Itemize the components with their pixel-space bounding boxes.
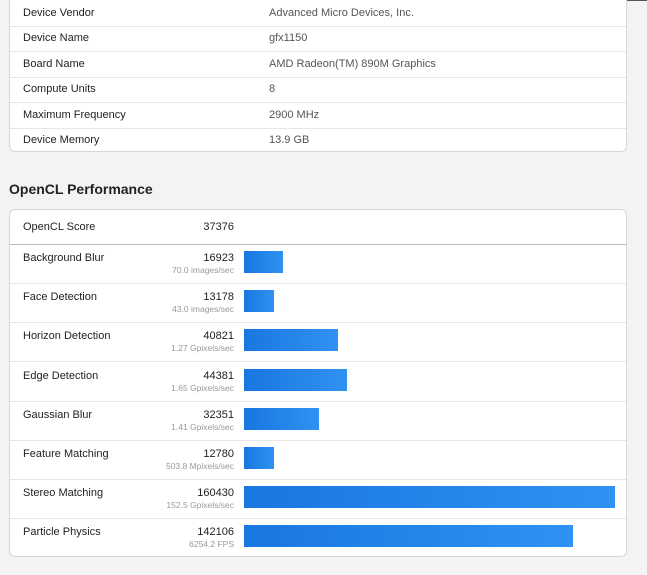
info-label: Compute Units	[23, 83, 96, 96]
info-row: Board Name AMD Radeon(TM) 890M Graphics	[10, 51, 626, 78]
benchmark-rate: 152.5 Gpixels/sec	[166, 500, 234, 511]
device-info-card: Device Vendor Advanced Micro Devices, Inc…	[9, 0, 627, 152]
info-row: Device Name gfx1150	[10, 26, 626, 52]
score-row: OpenCL Score 37376	[10, 210, 626, 245]
benchmark-score: 16923	[203, 252, 234, 264]
info-value: Advanced Micro Devices, Inc.	[269, 6, 414, 19]
info-label: Device Memory	[23, 134, 100, 147]
info-value: 8	[269, 83, 276, 96]
score-bar	[244, 407, 319, 430]
info-row: Device Memory 13.9 GB	[10, 128, 626, 154]
performance-card: OpenCL Score 37376 Background Blur 16923 7…	[9, 209, 627, 557]
score-bar	[244, 329, 339, 352]
benchmark-score: 12780	[203, 448, 234, 460]
benchmark-rate: 503.8 Mpixels/sec	[165, 461, 234, 471]
info-label: Device Name	[23, 32, 90, 45]
benchmark-row: Edge Detection 44381 1.65 Gpixels/sec	[10, 362, 626, 402]
benchmark-score: 44381	[203, 369, 234, 382]
benchmark-score: 13178	[203, 291, 234, 304]
benchmark-score: 40821	[203, 330, 234, 343]
score-bar	[244, 525, 573, 548]
benchmark-name: Horizon Detection	[23, 330, 111, 343]
info-value: gfx1150	[269, 32, 308, 45]
benchmark-name: Stereo Matching	[23, 487, 104, 500]
benchmark-row: Stereo Matching 160430 152.5 Gpixels/sec	[10, 479, 626, 520]
benchmark-name: Background Blur	[23, 252, 105, 264]
info-label: Device Vendor	[23, 6, 95, 19]
score-bar	[244, 368, 347, 391]
benchmark-name: Gaussian Blur	[23, 408, 93, 421]
benchmark-name: Feature Matching	[23, 448, 109, 460]
info-value: 13.9 GB	[269, 134, 310, 147]
benchmark-row: Particle Physics 142106 6254.2 FPS	[10, 518, 626, 557]
info-label: Board Name	[23, 57, 85, 70]
benchmark-score: 32351	[203, 408, 234, 421]
info-row: Maximum Frequency 2900 MHz	[10, 102, 626, 129]
benchmark-rate: 70.0 images/sec	[172, 265, 234, 275]
benchmark-row: Background Blur 16923 70.0 images/sec	[10, 244, 626, 284]
score-bar	[244, 447, 274, 469]
benchmark-name: Particle Physics	[23, 526, 101, 539]
benchmark-row: Feature Matching 12780 503.8 Mpixels/sec	[10, 440, 626, 480]
benchmark-rate: 1.41 Gpixels/sec	[171, 421, 234, 432]
benchmark-name: Face Detection	[23, 291, 97, 304]
score-bar	[244, 251, 284, 273]
info-row: Compute Units 8	[10, 77, 626, 103]
score-label: OpenCL Score	[23, 221, 96, 233]
benchmark-row: Horizon Detection 40821 1.27 Gpixels/sec	[10, 322, 626, 363]
benchmark-name: Edge Detection	[23, 369, 99, 382]
benchmark-score: 142106	[197, 526, 234, 539]
benchmark-score: 160430	[197, 487, 234, 500]
score-bar	[244, 486, 615, 509]
section-title: OpenCL Performance	[9, 181, 153, 197]
info-row: Device Vendor Advanced Micro Devices, Inc…	[10, 0, 626, 27]
score-value: 37376	[203, 221, 234, 233]
benchmark-row: Gaussian Blur 32351 1.41 Gpixels/sec	[10, 401, 626, 441]
benchmark-rate: 43.0 images/sec	[172, 304, 234, 315]
benchmark-rate: 1.65 Gpixels/sec	[171, 382, 234, 393]
info-value: 2900 MHz	[269, 108, 320, 121]
benchmark-rate: 6254.2 FPS	[189, 539, 234, 550]
benchmark-row: Face Detection 13178 43.0 images/sec	[10, 283, 626, 324]
benchmark-rate: 1.27 Gpixels/sec	[171, 343, 234, 354]
info-value: AMD Radeon(TM) 890M Graphics	[269, 57, 436, 70]
score-bar	[244, 290, 275, 313]
info-label: Maximum Frequency	[23, 108, 126, 121]
